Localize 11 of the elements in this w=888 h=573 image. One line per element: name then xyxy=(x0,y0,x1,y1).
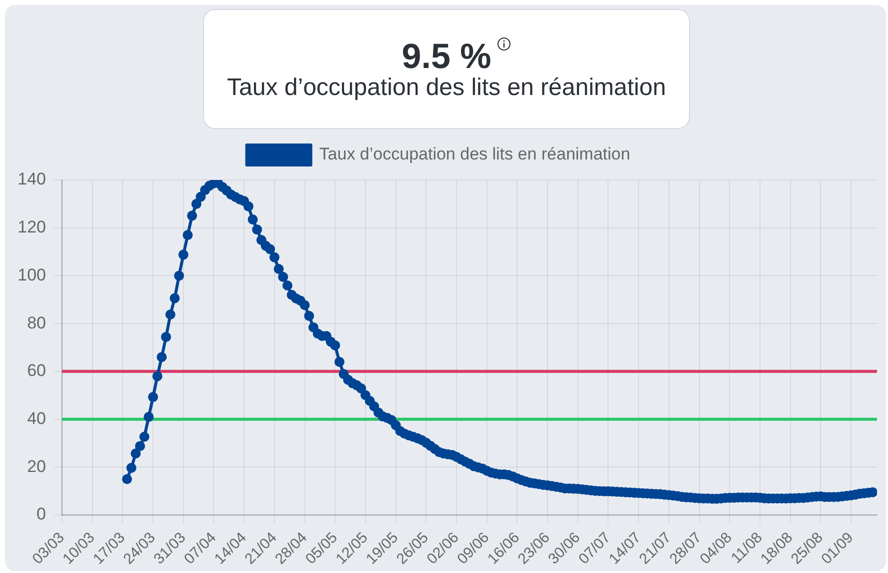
y-tick-label: 80 xyxy=(27,313,46,332)
y-tick-label: 140 xyxy=(18,170,46,189)
y-tick-label: 100 xyxy=(18,265,46,284)
y-tick-label: 120 xyxy=(18,218,46,237)
y-tick-label: 60 xyxy=(27,361,46,380)
y-tick-label: 0 xyxy=(36,504,46,524)
chart-title: 9.5 % xyxy=(402,37,492,76)
y-tick-label: 20 xyxy=(27,456,46,476)
chart-subtitle: Taux d’occupation des lits en réanimation xyxy=(226,74,667,102)
legend-label: Taux d’occupation des lits en réanimation xyxy=(319,144,630,164)
y-tick-label: 40 xyxy=(27,408,46,428)
